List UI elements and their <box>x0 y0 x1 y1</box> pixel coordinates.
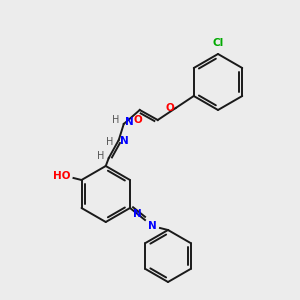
Text: N: N <box>148 221 157 231</box>
Text: H: H <box>106 137 114 147</box>
Text: N: N <box>125 117 134 127</box>
Text: Cl: Cl <box>212 38 224 48</box>
Text: HO: HO <box>53 171 70 181</box>
Text: H: H <box>97 151 104 161</box>
Text: H: H <box>112 115 120 125</box>
Text: O: O <box>134 115 142 125</box>
Text: N: N <box>133 209 142 219</box>
Text: O: O <box>165 103 174 113</box>
Text: N: N <box>120 136 128 146</box>
